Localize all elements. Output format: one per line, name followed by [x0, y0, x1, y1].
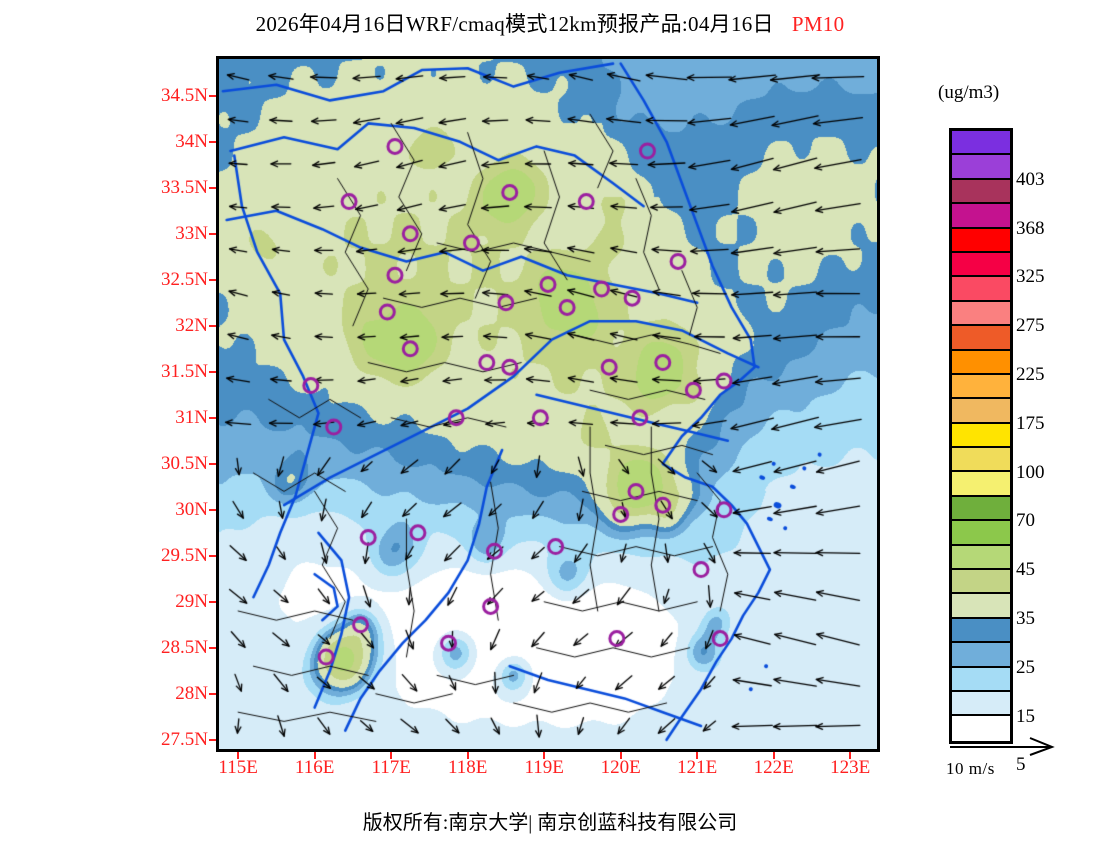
colorbar-cell[interactable]	[952, 570, 1010, 595]
y-axis-tick-label: 30N	[175, 498, 208, 520]
colorbar-cell[interactable]	[952, 643, 1010, 668]
colorbar-tick-label: 25	[1016, 656, 1035, 678]
x-axis-tick	[390, 752, 393, 759]
x-axis-tick-label: 120E	[600, 757, 641, 778]
colorbar-cell[interactable]	[952, 131, 1010, 156]
x-axis-tick-label: 118E	[447, 757, 488, 778]
y-axis-tick-label: 33N	[175, 222, 208, 244]
colorbar-cell[interactable]	[952, 155, 1010, 180]
y-axis-tick	[209, 738, 216, 741]
colorbar-cell[interactable]	[952, 716, 1010, 741]
y-axis-tick	[209, 600, 216, 603]
y-axis-tick	[209, 646, 216, 649]
y-axis-tick	[209, 232, 216, 235]
y-axis-tick-label: 31.5N	[161, 360, 208, 382]
colorbar-cell[interactable]	[952, 448, 1010, 473]
colorbar-cell[interactable]	[952, 179, 1010, 205]
colorbar-tick-label: 70	[1016, 510, 1035, 532]
x-axis-tick	[466, 752, 469, 759]
y-axis-tick-label: 28.5N	[161, 636, 208, 658]
colorbar-tick-label: 275	[1016, 315, 1045, 337]
colorbar-cell[interactable]	[952, 691, 1010, 717]
x-axis-tick-label: 121E	[677, 757, 718, 778]
colorbar-tick-label: 100	[1016, 461, 1045, 483]
x-axis-tick	[619, 752, 622, 759]
y-axis-tick	[209, 416, 216, 419]
colorbar-cell[interactable]	[952, 277, 1010, 302]
colorbar-tick-label: 225	[1016, 364, 1045, 385]
colorbar-cell[interactable]	[952, 350, 1010, 375]
x-axis-tick	[237, 752, 240, 759]
y-axis-tick	[209, 94, 216, 97]
colorbar-tick-label: 368	[1016, 217, 1045, 239]
y-axis-tick	[209, 692, 216, 695]
colorbar-tick-label: 5	[1016, 754, 1026, 776]
page-title: 2026年04月16日WRF/cmaq模式12km预报产品:04月16日 PM10	[0, 8, 1100, 38]
y-axis-tick-label: 29N	[175, 590, 208, 612]
y-axis-tick-label: 28N	[175, 682, 208, 704]
x-axis-tick-label: 123E	[830, 757, 871, 778]
colorbar-tick-label: 175	[1016, 412, 1045, 434]
x-axis-tick	[772, 752, 775, 759]
colorbar-cell[interactable]	[952, 399, 1010, 424]
colorbar-cell[interactable]	[952, 594, 1010, 619]
y-axis-tick-label: 33.5N	[161, 176, 208, 198]
title-main-text: 2026年04月16日WRF/cmaq模式12km预报产品:04月16日	[255, 12, 774, 36]
title-species-text: PM10	[791, 12, 845, 36]
x-axis-tick	[849, 752, 852, 759]
x-axis-tick	[313, 752, 316, 759]
colorbar-tick-label: 35	[1016, 608, 1035, 629]
pm10-contour-map[interactable]	[219, 59, 877, 749]
y-axis-tick	[209, 370, 216, 373]
colorbar-cell[interactable]	[952, 545, 1010, 571]
colorbar-cell[interactable]	[952, 326, 1010, 351]
y-axis-tick	[209, 462, 216, 465]
map-frame[interactable]	[216, 56, 880, 752]
x-axis-tick	[696, 752, 699, 759]
x-axis-tick-label: 117E	[371, 757, 411, 778]
colorbar-tick-label: 15	[1016, 705, 1035, 727]
colorbar-cell[interactable]	[952, 423, 1010, 449]
y-axis-tick-label: 34.5N	[161, 84, 208, 106]
y-axis-tick-label: 32N	[175, 314, 208, 336]
colorbar-tick-label: 403	[1016, 168, 1045, 190]
colorbar-cell[interactable]	[952, 374, 1010, 400]
colorbar-tick-label: 325	[1016, 266, 1045, 288]
x-axis-tick-label: 119E	[524, 757, 564, 778]
y-axis-tick	[209, 324, 216, 327]
colorbar-cell[interactable]	[952, 618, 1010, 644]
copyright-footer: 版权所有:南京大学| 南京创蓝科技有限公司	[362, 812, 738, 834]
x-axis-tick	[543, 752, 546, 759]
colorbar-tick-label: 45	[1016, 559, 1035, 581]
colorbar-cell[interactable]	[952, 521, 1010, 546]
y-axis-tick	[209, 140, 216, 143]
x-axis-tick-label: 115E	[218, 757, 258, 778]
y-axis-tick	[209, 554, 216, 557]
y-axis-tick	[209, 186, 216, 189]
y-axis-tick-label: 34N	[175, 130, 208, 152]
y-axis-tick-label: 32.5N	[161, 268, 208, 290]
colorbar-cell[interactable]	[952, 228, 1010, 253]
colorbar-cell[interactable]	[952, 496, 1010, 522]
colorbar-unit-label: (ug/m3)	[938, 82, 1000, 103]
y-axis-tick-label: 31N	[175, 406, 208, 428]
y-axis-tick	[209, 508, 216, 511]
y-axis-tick-label: 27.5N	[161, 728, 208, 750]
colorbar-cell[interactable]	[952, 252, 1010, 278]
x-axis-tick-label: 116E	[294, 757, 335, 778]
colorbar[interactable]	[949, 128, 1013, 744]
y-axis-tick-label: 29.5N	[161, 544, 208, 566]
wind-scale-key: 10 m/s	[946, 736, 1076, 779]
y-axis-tick	[209, 278, 216, 281]
wind-scale-label: 10 m/s	[946, 759, 995, 778]
x-axis-tick-label: 122E	[753, 757, 794, 778]
colorbar-cell[interactable]	[952, 472, 1010, 497]
wind-arrow-icon	[950, 737, 1055, 756]
y-axis-tick-label: 30.5N	[161, 452, 208, 474]
colorbar-cell[interactable]	[952, 667, 1010, 692]
colorbar-cell[interactable]	[952, 204, 1010, 229]
colorbar-cell[interactable]	[952, 301, 1010, 327]
